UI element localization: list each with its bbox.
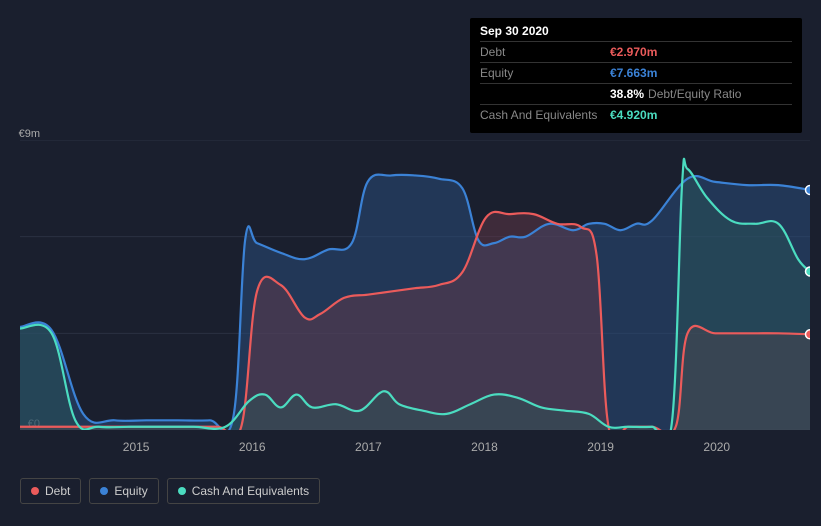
tooltip-value: 38.8% — [610, 87, 644, 101]
end-marker — [806, 185, 811, 194]
legend-dot-icon — [100, 487, 108, 495]
tooltip-label: Cash And Equivalents — [480, 108, 610, 122]
x-axis-label: 2015 — [123, 440, 150, 454]
tooltip-label — [480, 87, 610, 101]
legend-label: Equity — [114, 484, 147, 498]
tooltip-label: Debt — [480, 45, 610, 59]
legend-item[interactable]: Equity — [89, 478, 158, 504]
end-marker — [806, 267, 811, 276]
chart-legend: Debt Equity Cash And Equivalents — [20, 478, 320, 504]
tooltip-value: €4.920m — [610, 108, 657, 122]
x-axis-labels: 2015 2016 2017 2018 2019 2020 — [20, 440, 810, 460]
legend-label: Debt — [45, 484, 70, 498]
tooltip-date: Sep 30 2020 — [480, 24, 792, 41]
tooltip-label: Equity — [480, 66, 610, 80]
chart-svg — [20, 140, 810, 430]
tooltip-value: €7.663m — [610, 66, 657, 80]
x-axis-label: 2019 — [587, 440, 614, 454]
y-axis-label-max: €9m — [0, 128, 40, 140]
tooltip-row: Equity€7.663m — [480, 62, 792, 83]
tooltip-row: Debt€2.970m — [480, 41, 792, 62]
x-axis-label: 2017 — [355, 440, 382, 454]
legend-item[interactable]: Cash And Equivalents — [167, 478, 320, 504]
x-axis-label: 2016 — [239, 440, 266, 454]
x-axis-label: 2020 — [703, 440, 730, 454]
legend-item[interactable]: Debt — [20, 478, 81, 504]
end-marker — [806, 330, 811, 339]
legend-label: Cash And Equivalents — [192, 484, 309, 498]
tooltip-suffix: Debt/Equity Ratio — [648, 87, 741, 101]
chart-area[interactable] — [20, 140, 810, 430]
chart-tooltip: Sep 30 2020 Debt€2.970mEquity€7.663m38.8… — [470, 18, 802, 133]
tooltip-value: €2.970m — [610, 45, 657, 59]
x-axis-label: 2018 — [471, 440, 498, 454]
legend-dot-icon — [31, 487, 39, 495]
tooltip-row: 38.8% Debt/Equity Ratio — [480, 83, 792, 104]
tooltip-row: Cash And Equivalents€4.920m — [480, 104, 792, 125]
legend-dot-icon — [178, 487, 186, 495]
